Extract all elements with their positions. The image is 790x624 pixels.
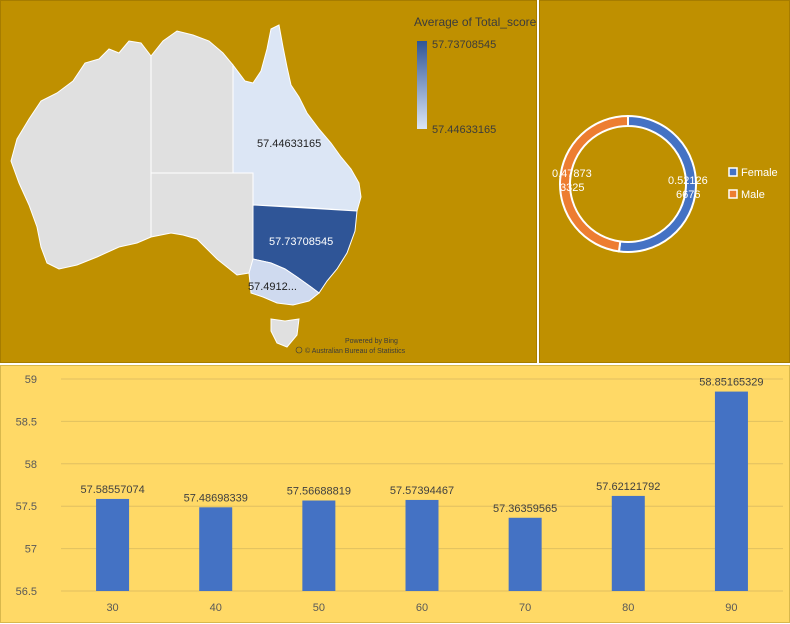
y-tick-label: 58.5 <box>16 416 37 428</box>
donut-label-male-line2: 3325 <box>560 182 584 194</box>
bar-chart-svg: 56.5 57 57.5 58 58.5 59 57.58557074 30 57.486983… <box>16 374 783 614</box>
y-tick-label: 58 <box>25 459 37 471</box>
region-tasmania[interactable] <box>270 318 300 348</box>
bar-value-label: 57.48698339 <box>184 492 248 504</box>
bar[interactable] <box>714 391 748 591</box>
y-tick-label: 57.5 <box>16 501 37 513</box>
bar-value-label: 57.57394467 <box>390 485 454 497</box>
region-label-victoria: 57.4912... <box>248 281 297 293</box>
y-tick-label: 57 <box>25 544 37 556</box>
x-tick-label: 30 <box>106 602 118 614</box>
bar-value-label: 58.85165329 <box>699 377 763 389</box>
map-svg: 57.44633165 57.73708545 57.4912... Avera… <box>10 15 537 355</box>
donut-svg: 0.47873 3325 0.52126 6676 Female Male <box>552 114 778 253</box>
region-victoria[interactable] <box>248 258 320 306</box>
legend-label-male: Male <box>741 189 765 201</box>
map-legend-title: Average of Total_score <box>414 15 537 29</box>
bar[interactable] <box>96 498 130 591</box>
y-tick-label: 56.5 <box>16 586 37 598</box>
bar-chart-panel: 56.5 57 57.5 58 58.5 59 57.58557074 30 57.486983… <box>0 365 790 623</box>
x-tick-label: 40 <box>210 602 222 614</box>
legend-swatch-male <box>728 189 738 199</box>
legend-label-female: Female <box>741 167 778 179</box>
donut-ring <box>559 114 697 253</box>
region-label-queensland: 57.44633165 <box>257 138 321 150</box>
map-credit-abs: © Australian Bureau of Statistics <box>305 347 406 355</box>
map-chart-panel: 57.44633165 57.73708545 57.4912... Avera… <box>0 0 537 363</box>
region-northern-territory[interactable] <box>150 30 234 174</box>
x-tick-label: 60 <box>416 602 428 614</box>
bar-value-label: 57.56688819 <box>287 486 351 498</box>
region-western-australia[interactable] <box>10 40 152 270</box>
x-tick-label: 80 <box>622 602 634 614</box>
bar[interactable] <box>199 507 233 591</box>
x-tick-label: 50 <box>313 602 325 614</box>
x-tick-label: 70 <box>519 602 531 614</box>
map-legend-min: 57.44633165 <box>432 124 496 136</box>
legend-swatch-female <box>728 167 738 177</box>
copyright-icon <box>295 346 303 354</box>
donut-slice-male[interactable] <box>559 114 629 253</box>
bar[interactable] <box>508 517 542 591</box>
bar-value-label: 57.62121792 <box>596 481 660 493</box>
x-tick-label: 90 <box>725 602 737 614</box>
donut-label-female-line1: 0.52126 <box>668 175 708 187</box>
bar-value-label: 57.36359565 <box>493 503 557 515</box>
donut-label-male-line1: 0.47873 <box>552 168 592 180</box>
donut-label-female-line2: 6676 <box>676 189 700 201</box>
map-legend-max: 57.73708545 <box>432 39 496 51</box>
y-tick-label: 59 <box>25 374 37 386</box>
bar-value-label: 57.58557074 <box>80 484 144 496</box>
bar[interactable] <box>405 499 439 591</box>
donut-chart-panel: 0.47873 3325 0.52126 6676 Female Male <box>539 0 790 363</box>
region-label-new-south-wales: 57.73708545 <box>269 236 333 248</box>
bar[interactable] <box>302 500 336 591</box>
region-queensland[interactable] <box>232 24 362 212</box>
bar[interactable] <box>611 495 645 591</box>
region-south-australia[interactable] <box>150 172 254 276</box>
map-credit-bing: Powered by Bing <box>345 338 398 345</box>
map-legend-gradient <box>417 41 427 129</box>
